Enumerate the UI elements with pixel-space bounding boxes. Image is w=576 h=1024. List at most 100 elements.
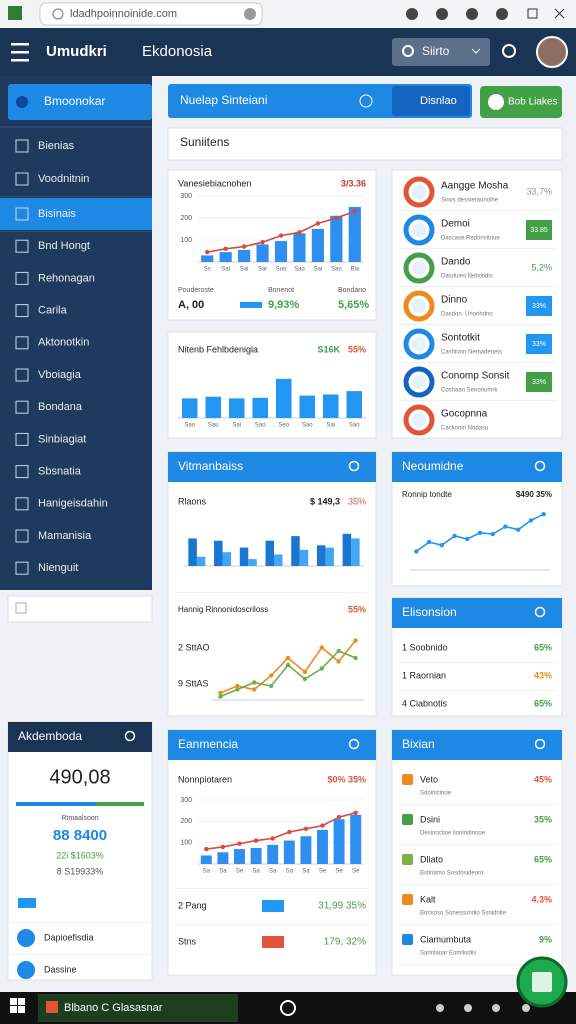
divider [400, 804, 556, 805]
bar [274, 241, 288, 262]
tray-icon [436, 1004, 444, 1012]
bar [333, 819, 345, 864]
label: Dsini [420, 814, 440, 824]
search-box[interactable] [392, 38, 490, 66]
bar [217, 852, 229, 864]
bar [283, 840, 295, 864]
task-label[interactable]: Blbano C Glasasnar [64, 1002, 163, 1014]
sidebar-icon [15, 465, 29, 479]
label[interactable]: Dapioefisdia [44, 932, 94, 942]
label: 5,65% [338, 299, 369, 311]
ring-icon [403, 176, 435, 208]
bar [342, 533, 352, 566]
y-tick-label: 200 [180, 215, 192, 222]
bar [300, 836, 312, 864]
start-icon [18, 1006, 25, 1013]
start-icon [10, 998, 17, 1005]
sidebar-icon [15, 368, 29, 382]
sidebar-item[interactable]: Bienias [38, 140, 75, 152]
sidebar-top-label[interactable]: Bmoonokar [44, 94, 105, 108]
window-close [554, 8, 565, 19]
banner-button[interactable] [392, 86, 470, 116]
badge [526, 372, 552, 392]
x-tick-label: Se [319, 869, 327, 875]
x-tick-label: Sai [232, 423, 241, 429]
label: $ 149,3 [310, 496, 340, 506]
search-text[interactable]: Siirto [422, 44, 450, 58]
task-item[interactable] [38, 994, 238, 1022]
x-tick-label: Sao [255, 423, 266, 429]
item-icon [402, 934, 413, 945]
label[interactable]: Disnlao [420, 95, 457, 107]
divider [176, 924, 368, 925]
x-tick-label: Se [335, 869, 343, 875]
browser-icon [436, 8, 448, 20]
sidebar-item[interactable]: Bondana [38, 401, 83, 413]
sidebar-item[interactable]: Rehonagan [38, 272, 95, 284]
label: 35% [534, 814, 552, 824]
divider [0, 231, 152, 232]
divider [0, 196, 152, 197]
bar [265, 540, 274, 566]
sidebar-item[interactable]: Sbsnatia [38, 466, 82, 478]
label: 9 SttAS [178, 678, 209, 688]
y-tick-label: 200 [180, 818, 192, 825]
sidebar-item[interactable]: Vboiagia [38, 369, 82, 381]
x-tick-label: Sa [203, 869, 211, 875]
ring-center [412, 261, 426, 275]
divider [10, 922, 150, 923]
ring-center [412, 223, 426, 237]
app-subtitle: Ekdonosia [142, 43, 213, 60]
label: 65% [534, 698, 552, 708]
divider [400, 924, 556, 925]
divider [400, 400, 556, 401]
tray-icon [492, 1004, 500, 1012]
sidebar-item[interactable]: Bisinais [38, 208, 76, 220]
sidebar-active [0, 198, 152, 230]
bar [196, 556, 206, 566]
bar [274, 554, 283, 566]
point [220, 844, 226, 850]
sidebar-item[interactable]: Hanigeisdahin [38, 498, 108, 510]
sidebar-item[interactable]: Sinbiagiat [38, 433, 86, 445]
sidebar-item[interactable]: Voodnitnin [38, 173, 89, 185]
label[interactable]: Bob Liakes [508, 97, 557, 108]
search-icon [402, 45, 414, 57]
sidebar-item[interactable]: Nienguit [38, 562, 78, 574]
sidebar-icon [15, 139, 29, 153]
ring-center [412, 337, 426, 351]
label: 55% [348, 604, 366, 614]
label: Sinvs dessleraunolhe [441, 198, 499, 204]
item-icon [17, 929, 35, 947]
label: Rtmaalsoon [61, 815, 98, 822]
label: 4 Ciabnotis [402, 698, 448, 708]
item-icon [17, 961, 35, 979]
badge [526, 334, 552, 354]
sidebar-item[interactable]: Mamanisia [38, 530, 92, 542]
divider [400, 362, 556, 363]
sidebar-footer [7, 595, 153, 623]
action-button[interactable] [480, 86, 562, 118]
progress [96, 802, 144, 806]
bar [291, 536, 300, 566]
legend-swatch [262, 900, 284, 912]
sidebar-item[interactable]: Carila [38, 305, 68, 317]
bar [200, 855, 212, 864]
point [353, 810, 358, 815]
url: ldadhpoinnoinide.com [70, 8, 177, 20]
ring-center [412, 413, 426, 427]
sidebar-item[interactable]: Bnd Hongt [38, 240, 90, 252]
point [235, 683, 240, 689]
point [490, 531, 495, 537]
url-icon [52, 8, 64, 20]
sidebar-icon [15, 432, 29, 446]
sidebar-item[interactable]: Aktonotkin [38, 337, 89, 349]
label[interactable]: Dassine [44, 964, 77, 974]
bar [252, 397, 269, 418]
bar [299, 549, 309, 566]
point [297, 230, 302, 235]
bar [188, 538, 197, 566]
point [287, 829, 292, 835]
point [320, 823, 325, 828]
label: Hannig Rinnonidoscriloss [178, 605, 268, 614]
